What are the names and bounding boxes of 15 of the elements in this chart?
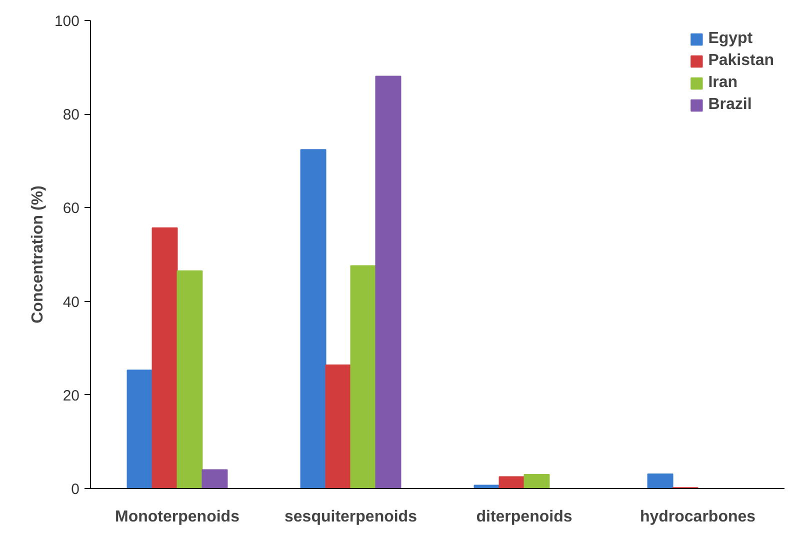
- x-tick-label: Monoterpenoids: [115, 508, 240, 526]
- legend-label: Egypt: [708, 30, 753, 48]
- y-axis-title: Concentration (%): [29, 186, 46, 324]
- y-tick-label: 60: [62, 200, 80, 218]
- legend-label: Pakistan: [708, 52, 774, 70]
- y-tick-label: 0: [71, 481, 80, 498]
- x-tick-label: sesquiterpenoids: [284, 508, 418, 526]
- y-tick-label: 100: [54, 13, 80, 30]
- y-tick-label: 80: [62, 106, 80, 124]
- y-tick-label: 40: [62, 294, 80, 311]
- x-tick-label: diterpenoids: [476, 508, 572, 526]
- legend-label: Iran: [708, 74, 738, 92]
- legend-label: Brazil: [708, 96, 752, 114]
- x-tick-label: hydrocarbones: [640, 508, 756, 526]
- y-tick-label: 20: [62, 387, 80, 404]
